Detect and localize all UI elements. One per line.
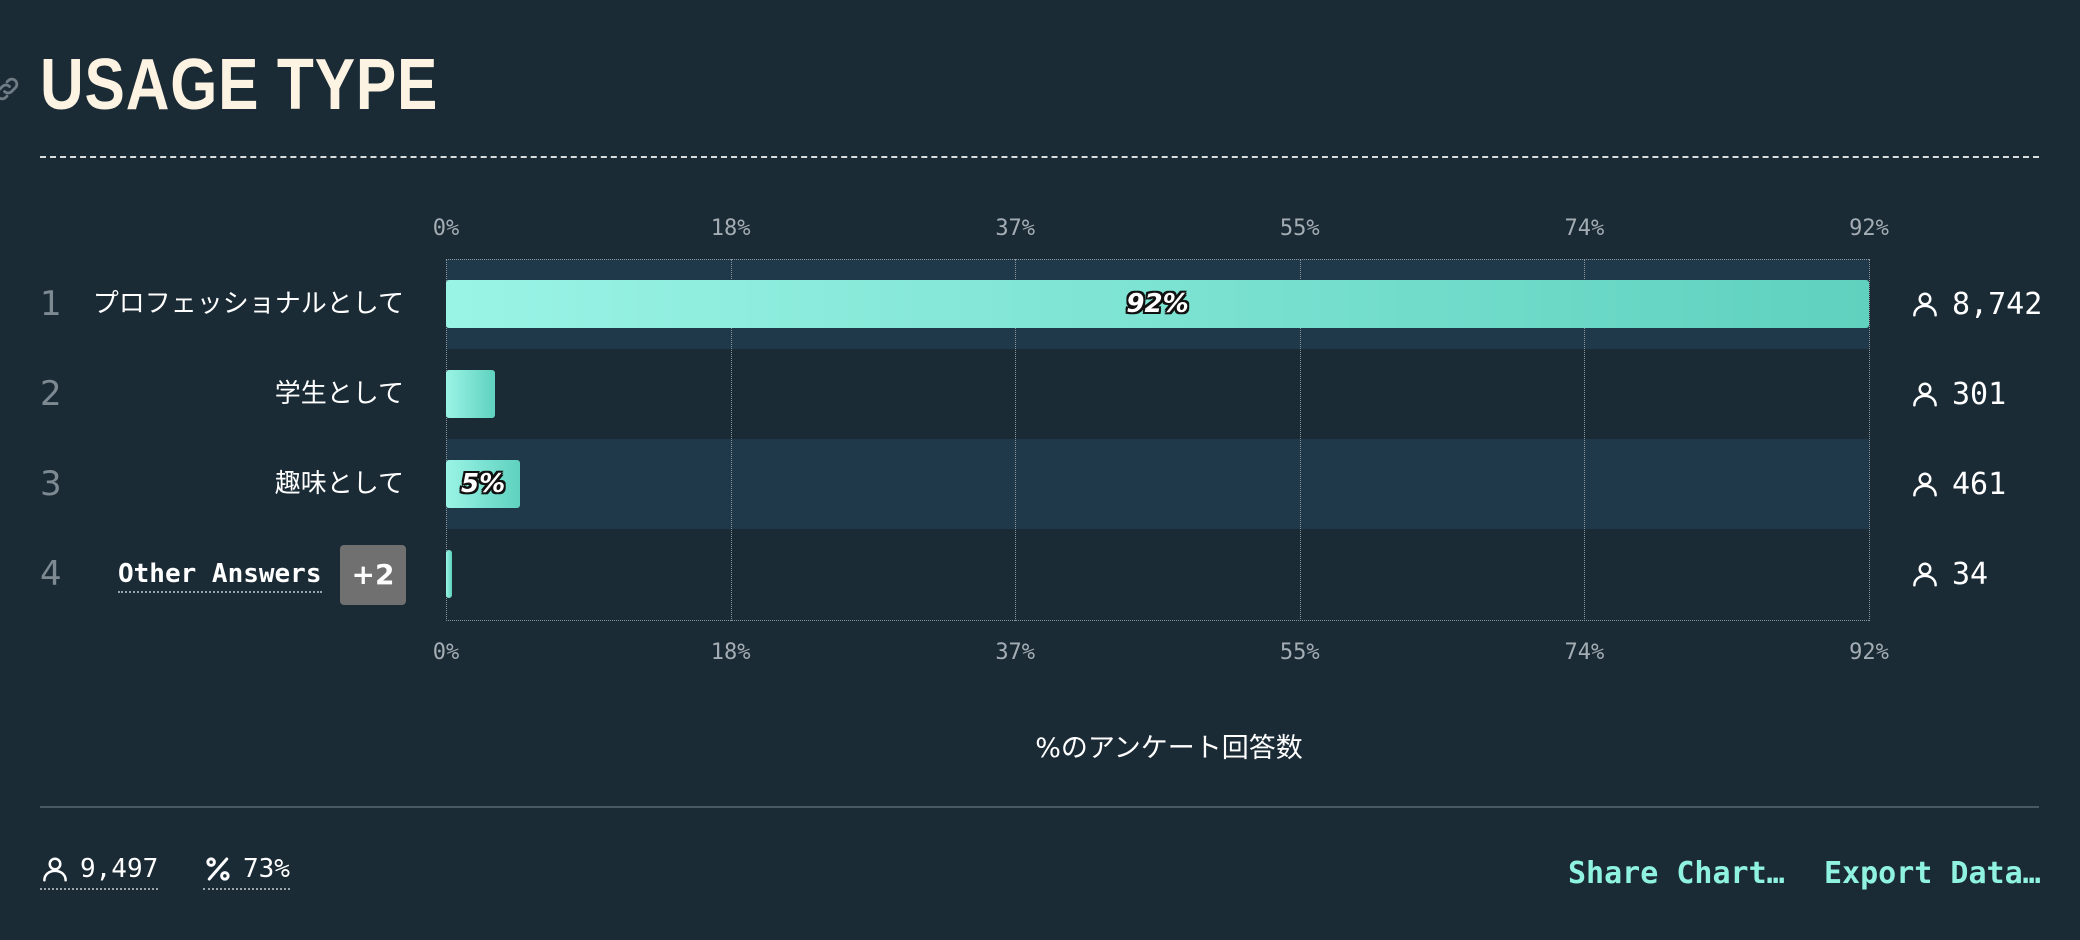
tick-label-bottom: 0% <box>432 640 460 665</box>
plot-area: 92% 5% <box>446 259 1870 621</box>
gridline <box>1584 259 1586 621</box>
tick-label-bottom: 74% <box>1564 640 1605 665</box>
respondent-count-value: 34 <box>1952 556 1989 592</box>
row-band-3 <box>446 439 1869 529</box>
chart-row: 4 Other Answers +2 34 <box>0 529 2080 619</box>
gridline <box>446 259 447 621</box>
user-icon <box>1913 562 1937 587</box>
chart-row: 2 学生として 301 <box>0 349 2080 439</box>
tick-label-top: 92% <box>1849 216 1889 241</box>
x-axis-title: %のアンケート回答数 <box>1035 733 1303 764</box>
tick-label-bottom: 37% <box>995 640 1036 665</box>
respondent-count: 461 <box>1910 439 2006 529</box>
gridline <box>1015 259 1017 621</box>
user-icon <box>43 857 67 882</box>
row-rank: 4 <box>40 554 62 594</box>
user-icon <box>1913 472 1937 497</box>
respondent-count: 34 <box>1910 529 1988 619</box>
row-rank: 2 <box>40 374 62 414</box>
respondent-count: 8,742 <box>1910 259 2042 349</box>
x-axis-top: 0% 18% 37% 55% 74% 92% <box>0 216 2080 252</box>
tick-label-bottom: 92% <box>1849 640 1889 665</box>
share-chart-button[interactable]: Share Chart… <box>1568 856 1785 891</box>
tick-label-top: 74% <box>1564 216 1605 241</box>
user-icon <box>1913 382 1937 407</box>
gridline <box>730 259 732 621</box>
total-respondents-value: 9,497 <box>80 854 159 884</box>
percent-icon <box>206 857 230 881</box>
bar[interactable] <box>446 550 453 598</box>
bar[interactable] <box>446 460 521 508</box>
gridline <box>1869 259 1870 621</box>
chart-row: 3 趣味として 461 <box>0 439 2080 529</box>
chart-row: 1 プロフェッショナルとして 8,742 <box>0 259 2080 349</box>
row-rank: 1 <box>40 284 62 324</box>
row-rank: 3 <box>40 464 62 504</box>
category-label: プロフェッショナルとして <box>92 289 404 319</box>
bar[interactable] <box>446 370 496 418</box>
gridline <box>1299 259 1301 621</box>
total-respondents[interactable]: 9,497 <box>40 854 159 890</box>
respondent-count-value: 301 <box>1952 376 2007 412</box>
tick-label-top: 0% <box>432 216 460 241</box>
plot-border-top <box>446 259 1869 260</box>
user-icon <box>1913 292 1937 317</box>
bar-value-label: 92% <box>1126 289 1189 319</box>
tick-label-top: 37% <box>995 216 1036 241</box>
link-icon[interactable] <box>0 74 22 104</box>
page-title: USAGE TYPE <box>40 45 439 125</box>
title-divider <box>40 156 2039 158</box>
category-label: 学生として <box>274 379 404 409</box>
other-answers-link[interactable]: Other Answers <box>118 529 322 619</box>
category-label: 趣味として <box>274 469 404 499</box>
tick-label-bottom: 18% <box>710 640 751 665</box>
plot-border-bottom <box>446 620 1869 621</box>
tick-label-top: 18% <box>710 216 751 241</box>
bar-value-label: 5% <box>461 469 506 499</box>
completion-rate[interactable]: 73% <box>203 854 290 890</box>
more-answers-badge[interactable]: +2 <box>340 545 406 605</box>
tick-label-bottom: 55% <box>1279 640 1320 665</box>
respondent-count: 301 <box>1910 349 2006 439</box>
x-axis-bottom: 0% 18% 37% 55% 74% 92% <box>0 640 2080 676</box>
export-data-button[interactable]: Export Data… <box>1824 856 2041 891</box>
tick-label-top: 55% <box>1279 216 1320 241</box>
respondent-count-value: 8,742 <box>1952 286 2043 322</box>
respondent-count-value: 461 <box>1952 466 2007 502</box>
footer-divider <box>40 806 2039 808</box>
bar[interactable] <box>446 280 1869 328</box>
completion-rate-value: 73% <box>243 854 290 884</box>
